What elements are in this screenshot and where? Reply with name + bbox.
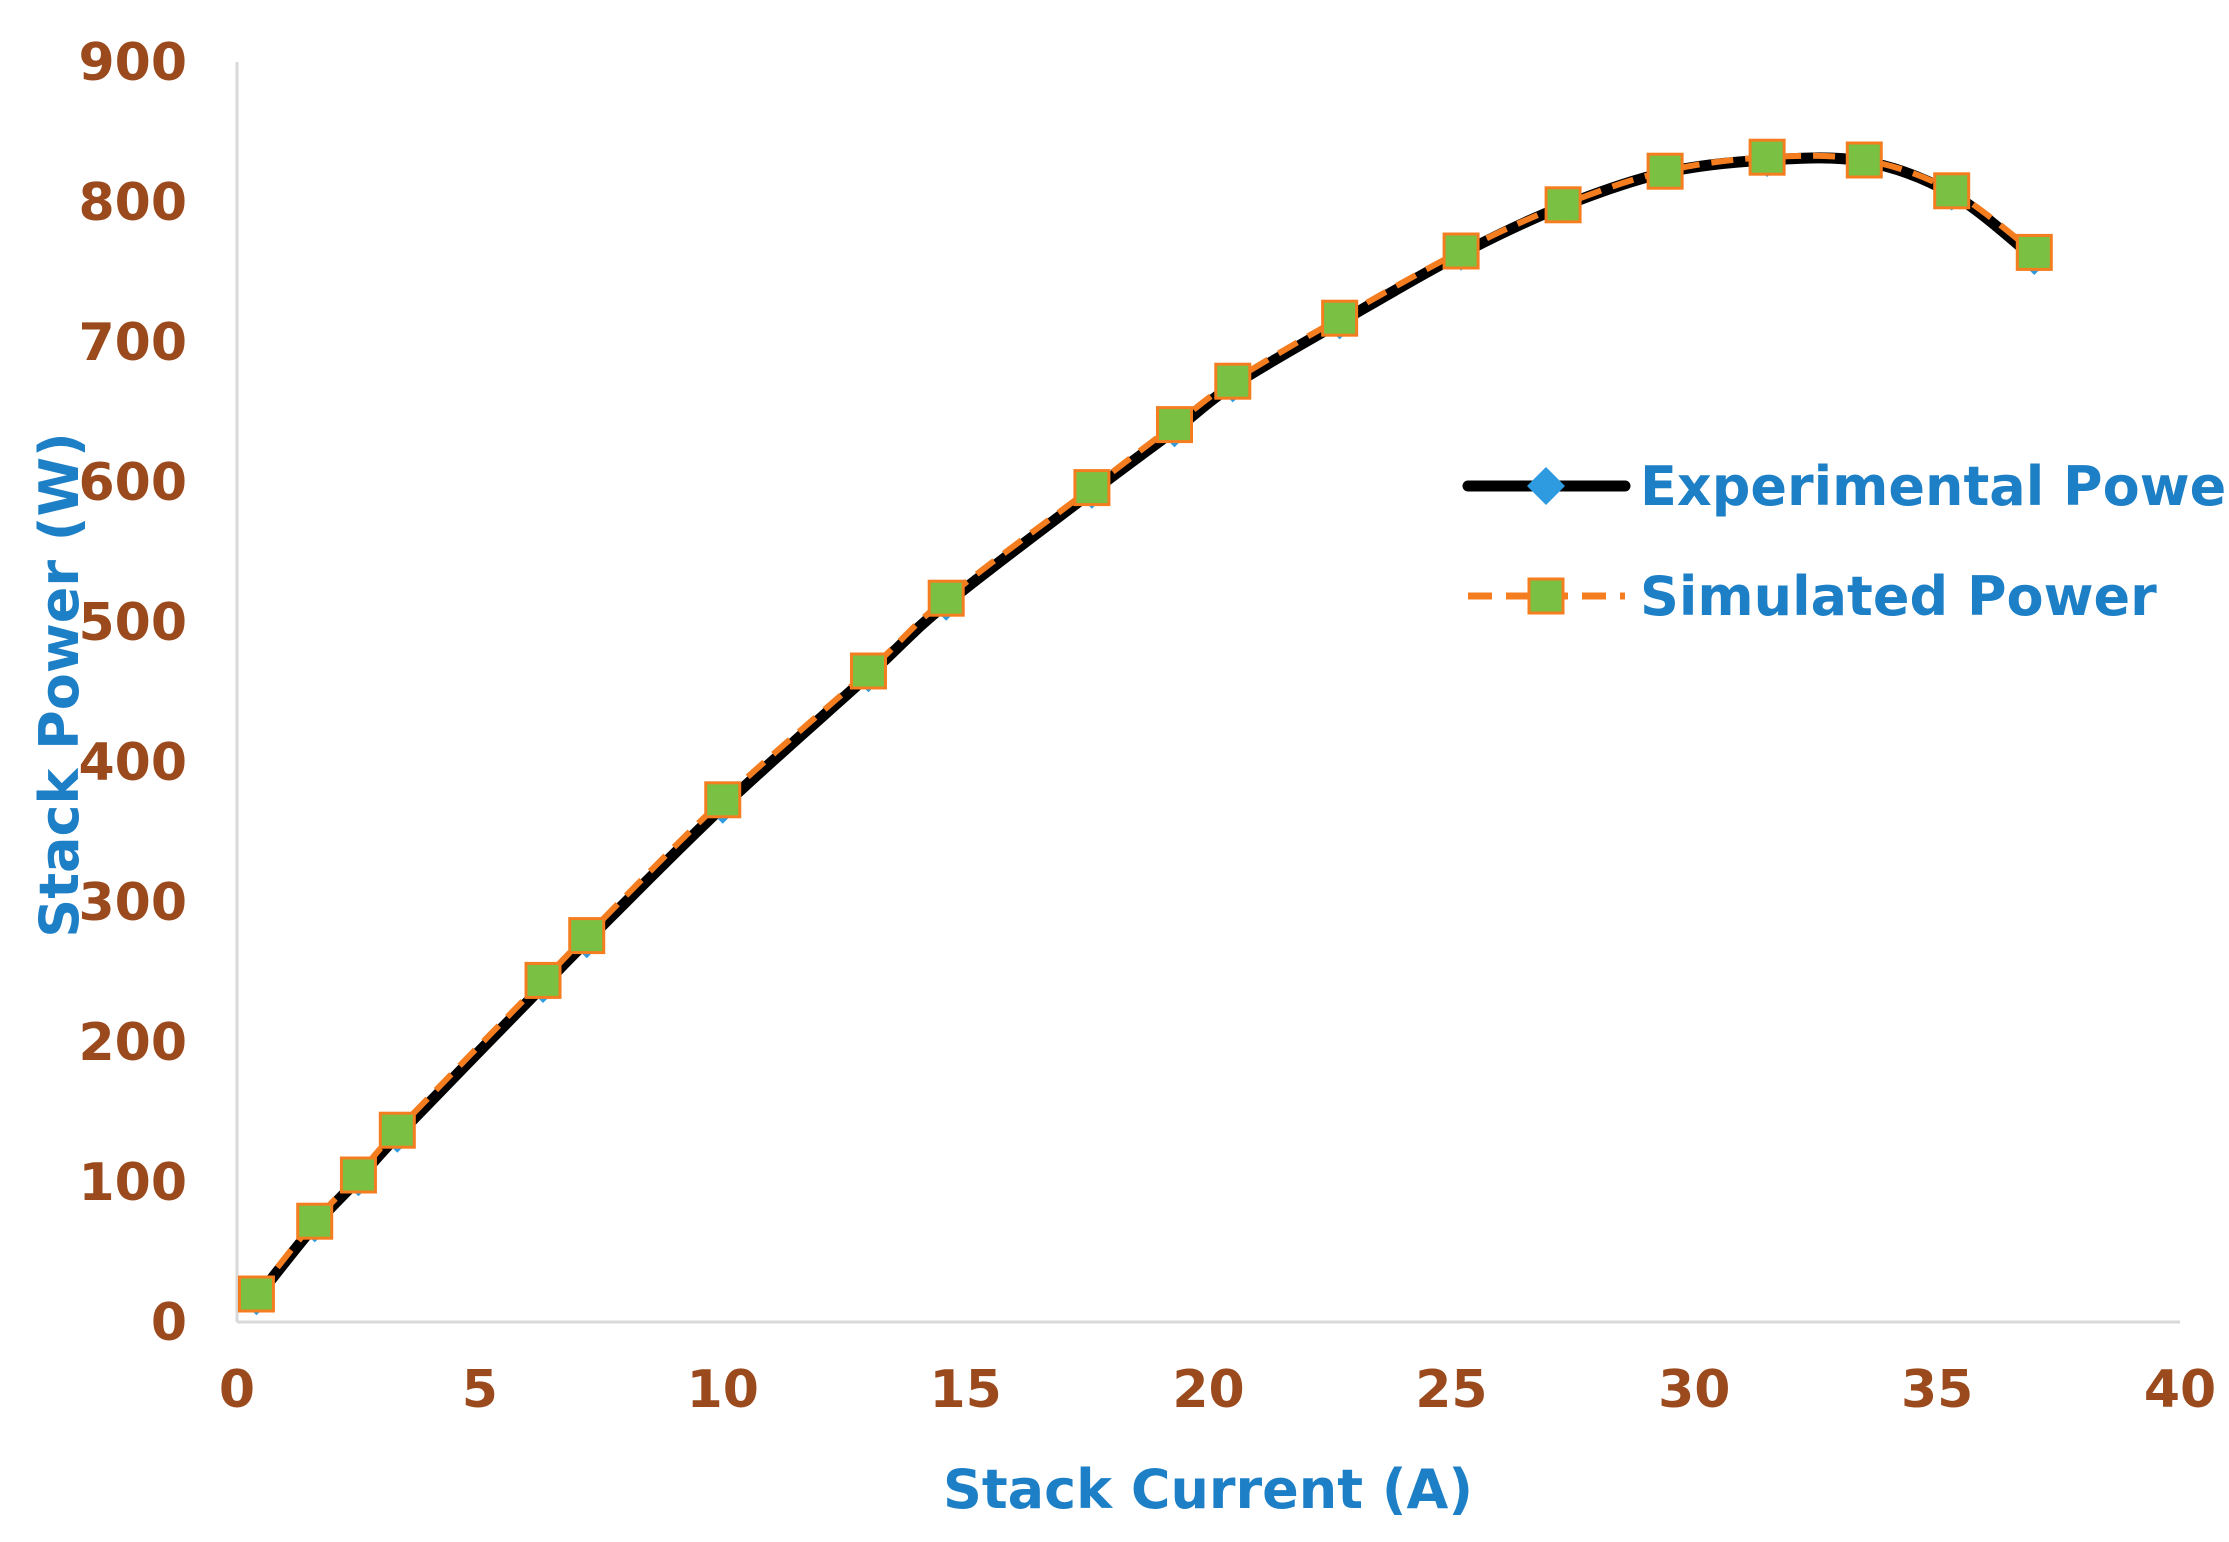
y-tick-label: 500 — [78, 593, 187, 653]
simulated-point — [1933, 172, 1971, 210]
y-axis-title: Stack Power (W) — [28, 432, 91, 937]
simulated-point — [1073, 469, 1111, 507]
simulated-point — [568, 917, 606, 955]
simulated-point — [1442, 232, 1480, 270]
legend-label-experimental: Experimental Power — [1640, 455, 2229, 518]
simulated-point — [1845, 141, 1883, 179]
y-tick-label: 300 — [78, 873, 187, 933]
simulated-point — [378, 1111, 416, 1149]
x-tick-label: 10 — [687, 1360, 759, 1420]
legend: Experimental Power Simulated Power — [1462, 455, 2229, 628]
x-tick-label: 0 — [219, 1360, 255, 1420]
simulated-point — [1155, 406, 1193, 444]
legend-square-marker-icon — [1527, 577, 1565, 615]
legend-item-experimental: Experimental Power — [1462, 455, 2229, 518]
x-tick-label: 25 — [1415, 1360, 1487, 1420]
simulated-point — [849, 652, 887, 690]
simulated-point — [1214, 362, 1252, 400]
y-tick-label: 100 — [78, 1153, 187, 1213]
simulated-point — [339, 1156, 377, 1194]
simulated-point — [704, 781, 742, 819]
x-tick-label: 20 — [1172, 1360, 1244, 1420]
y-tick-label: 600 — [78, 453, 187, 513]
legend-item-simulated: Simulated Power — [1468, 565, 2157, 628]
x-tick-label: 40 — [2144, 1360, 2216, 1420]
simulated-point — [927, 579, 965, 617]
simulated-point — [1544, 186, 1582, 224]
series-line-simulated — [254, 152, 2037, 1296]
y-tick-label: 200 — [78, 1013, 187, 1073]
y-tick-label: 800 — [78, 173, 187, 233]
x-tick-label: 30 — [1658, 1360, 1730, 1420]
legend-label-simulated: Simulated Power — [1640, 565, 2157, 628]
legend-diamond-marker-icon — [1527, 467, 1565, 505]
y-tick-labels: 0 100 200 300 400 500 600 700 800 900 — [78, 33, 187, 1353]
simulated-point — [296, 1202, 334, 1240]
axes — [235, 62, 2180, 1324]
x-tick-labels: 0 5 10 15 20 25 30 35 40 — [219, 1360, 2216, 1420]
simulated-point — [237, 1275, 275, 1313]
x-tick-label: 15 — [929, 1360, 1001, 1420]
x-axis-title: Stack Current (A) — [943, 1458, 1473, 1521]
x-tick-label: 5 — [462, 1360, 498, 1420]
y-tick-label: 900 — [78, 33, 187, 93]
y-tick-label: 0 — [151, 1293, 187, 1353]
simulated-point — [524, 961, 562, 999]
series-line-experimental — [250, 152, 2040, 1304]
y-tick-label: 400 — [78, 733, 187, 793]
simulated-point — [1748, 138, 1786, 176]
y-tick-label: 700 — [78, 313, 187, 373]
simulated-point — [2015, 233, 2053, 271]
x-tick-label: 35 — [1901, 1360, 1973, 1420]
simulated-point — [1321, 299, 1359, 337]
series-layer — [237, 138, 2053, 1316]
simulated-point — [1646, 152, 1684, 190]
